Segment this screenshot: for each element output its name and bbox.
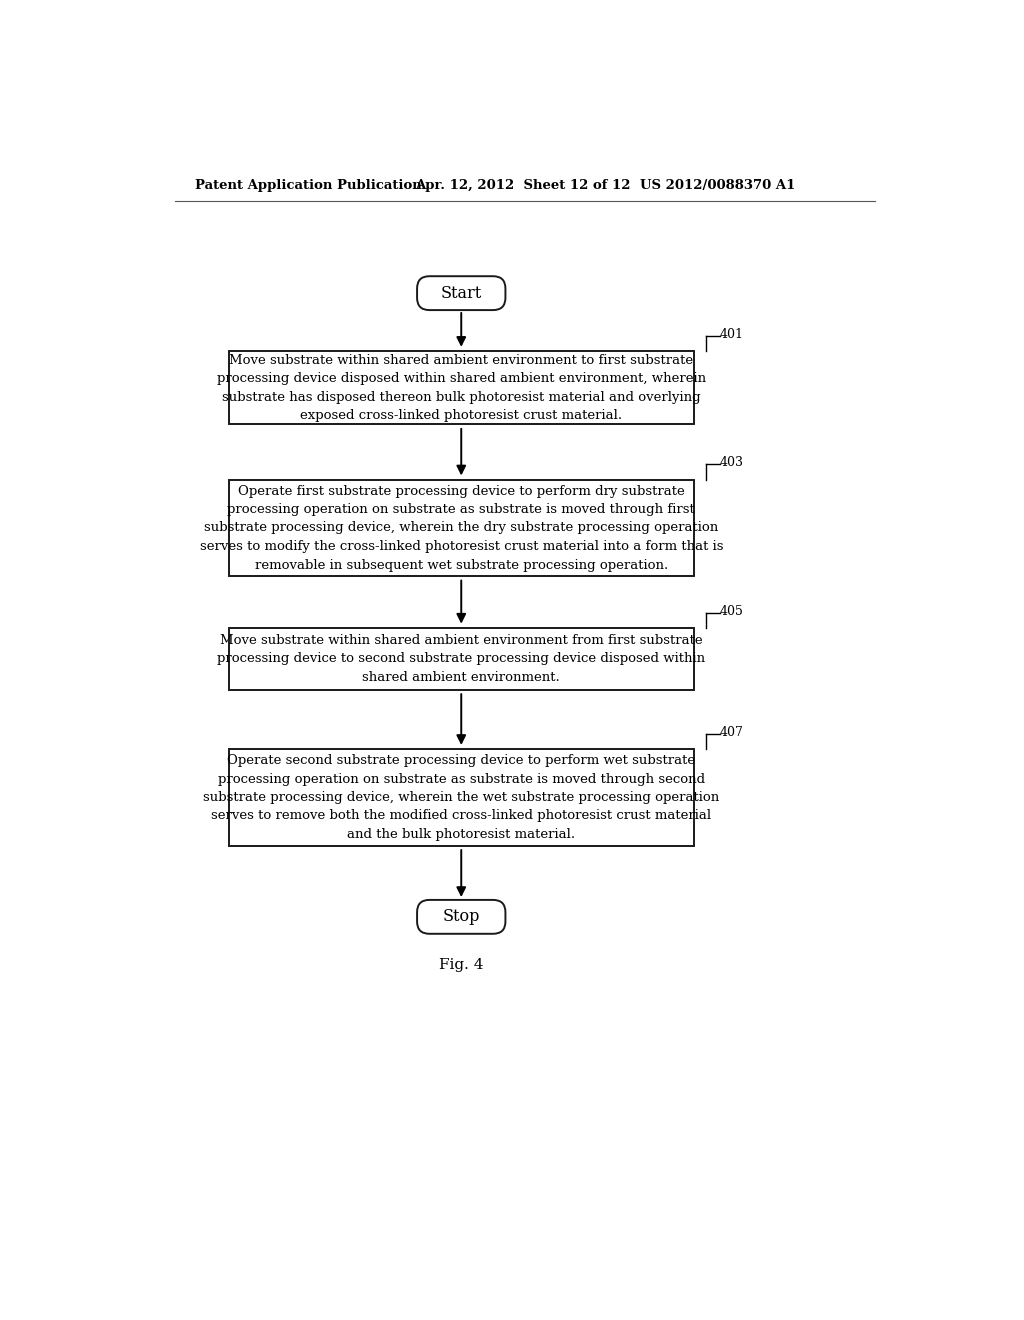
- Text: Patent Application Publication: Patent Application Publication: [196, 178, 422, 191]
- FancyBboxPatch shape: [228, 480, 693, 576]
- FancyBboxPatch shape: [417, 276, 506, 310]
- Text: 407: 407: [720, 726, 744, 739]
- Text: Stop: Stop: [442, 908, 480, 925]
- Text: 401: 401: [720, 327, 744, 341]
- Text: Fig. 4: Fig. 4: [439, 958, 483, 973]
- Text: Move substrate within shared ambient environment from first substrate
processing: Move substrate within shared ambient env…: [217, 634, 706, 684]
- FancyBboxPatch shape: [228, 351, 693, 425]
- Text: Start: Start: [440, 285, 482, 302]
- Text: Move substrate within shared ambient environment to first substrate
processing d: Move substrate within shared ambient env…: [217, 354, 706, 422]
- Text: US 2012/0088370 A1: US 2012/0088370 A1: [640, 178, 795, 191]
- Text: Operate first substrate processing device to perform dry substrate
processing op: Operate first substrate processing devic…: [200, 484, 723, 572]
- Text: Operate second substrate processing device to perform wet substrate
processing o: Operate second substrate processing devi…: [203, 754, 720, 841]
- Text: 403: 403: [720, 457, 744, 470]
- FancyBboxPatch shape: [228, 750, 693, 846]
- FancyBboxPatch shape: [417, 900, 506, 933]
- Text: Apr. 12, 2012  Sheet 12 of 12: Apr. 12, 2012 Sheet 12 of 12: [415, 178, 630, 191]
- FancyBboxPatch shape: [228, 628, 693, 689]
- Text: 405: 405: [720, 605, 744, 618]
